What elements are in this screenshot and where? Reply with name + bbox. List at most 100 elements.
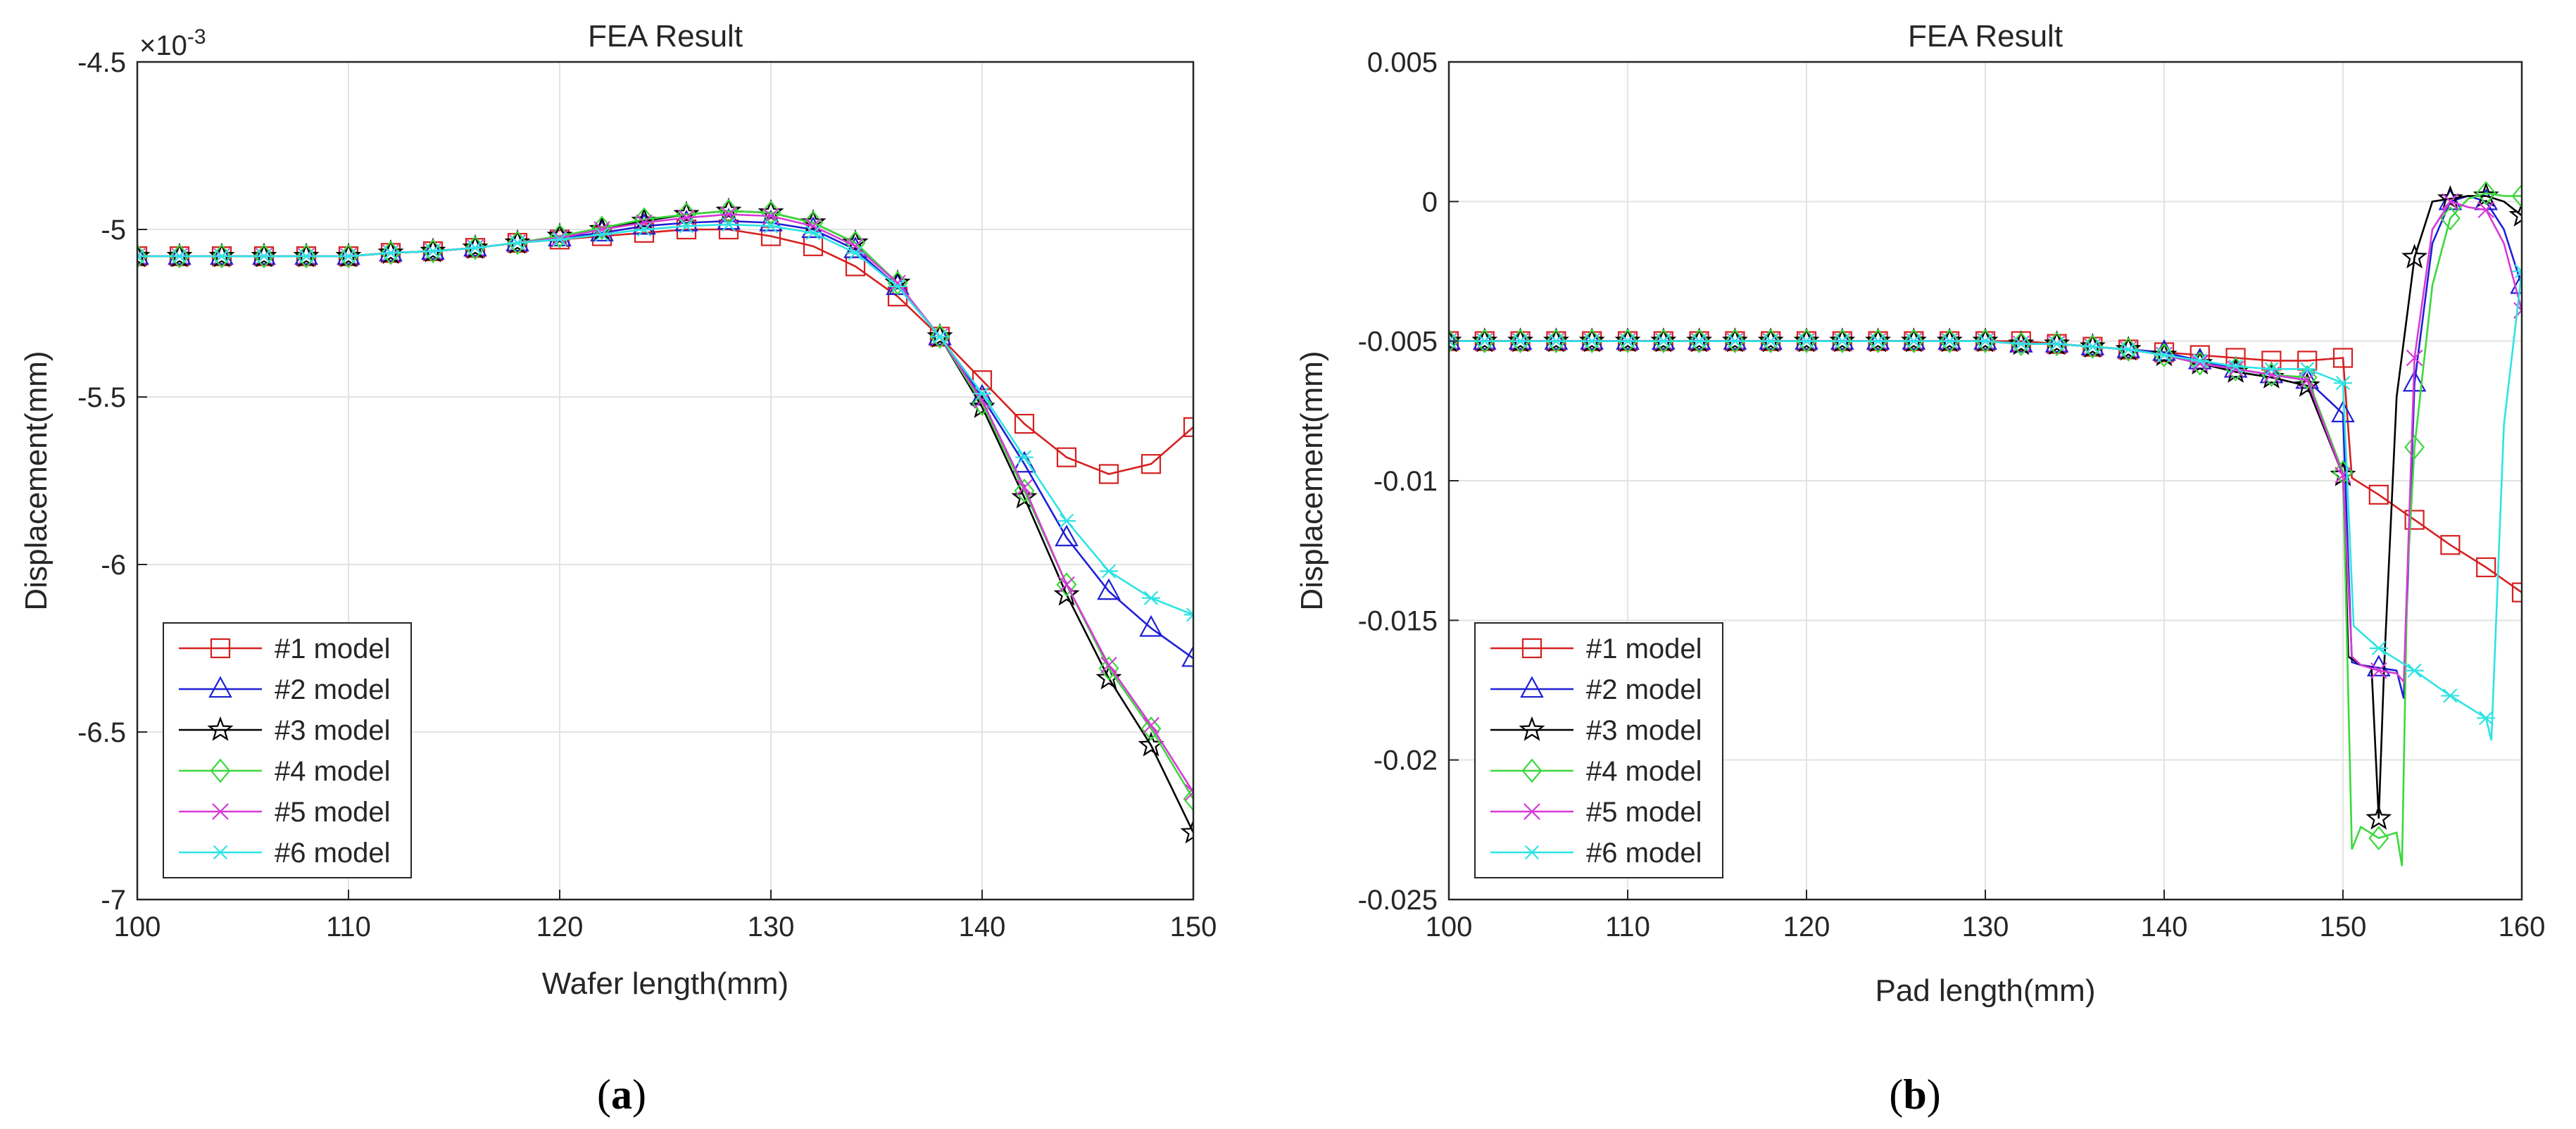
x-tick-label: 120 (536, 912, 584, 942)
series-3-point (2044, 330, 2071, 355)
series-2-point (379, 239, 403, 262)
x-tick-label: 140 (959, 912, 1006, 942)
legend-marker-1 (210, 638, 231, 659)
series-3-point (293, 242, 320, 267)
series-5-point (1185, 783, 1193, 801)
series-6-point (137, 248, 146, 264)
legend-label-4: #4 model (1586, 756, 1702, 787)
series-6-point (2119, 342, 2138, 357)
legend-marker-3 (207, 716, 234, 741)
legend-label-2: #2 model (1586, 674, 1702, 705)
series-4-point (2082, 334, 2103, 359)
series-3-point (926, 322, 953, 348)
series-2-point (1759, 328, 1783, 350)
series-6-point (973, 386, 991, 401)
series-group-b (1449, 181, 2522, 866)
series-6-point (1690, 334, 1709, 348)
series-3-point (377, 239, 404, 265)
x-axis-label-a: Wafer length(mm) (542, 966, 788, 1001)
series-2-point (1449, 328, 1461, 350)
series-1-point (1141, 454, 1162, 474)
series-5-point (636, 214, 653, 232)
series-4-point (1868, 329, 1889, 353)
series-4-point (1014, 478, 1035, 503)
series-4-point (1832, 329, 1853, 353)
series-4-point (1141, 716, 1162, 741)
series-6-point (1184, 607, 1193, 622)
series-5-point (2442, 193, 2459, 210)
x-tick-label: 110 (1605, 912, 1650, 942)
series-3-point (546, 222, 573, 248)
series-4-point (1056, 572, 1077, 597)
series-6-point (1833, 334, 1852, 348)
series-4-point (2261, 362, 2282, 387)
series-3-point (2115, 336, 2142, 361)
series-6-point (1511, 334, 1530, 348)
series-2-point (2009, 331, 2033, 353)
series-4-point (1098, 656, 1119, 681)
exponent-power-a: -3 (187, 25, 206, 49)
series-2-point (1973, 328, 1997, 350)
series-1-point (1056, 447, 1077, 467)
series-6-point (466, 241, 484, 256)
series-4-point (2511, 184, 2522, 208)
series-1-point (2511, 582, 2522, 603)
series-6-point (1797, 334, 1816, 348)
series-line-6 (1449, 271, 2522, 741)
legend-label-1: #1 model (275, 633, 391, 664)
series-3-point (715, 197, 742, 222)
series-3-point (1757, 327, 1784, 353)
series-2-point (1580, 328, 1604, 350)
series-6-point (2011, 336, 2030, 351)
exponent-label-a: ×10-3 (139, 25, 206, 61)
series-5-point (1058, 576, 1075, 593)
series-3-point (2508, 201, 2522, 227)
legend-label-6: #6 model (1586, 838, 1702, 869)
series-4-point (507, 230, 528, 256)
legend-marker-6 (1523, 845, 1541, 860)
series-6-point (2441, 688, 2460, 703)
series-6-point (1726, 334, 1745, 348)
series-2-point (1902, 328, 1926, 350)
legend-label-2: #2 model (275, 674, 391, 705)
series-3-point (1686, 327, 1713, 353)
y-tick-label: 0 (1422, 187, 1438, 217)
series-6-point (2226, 359, 2245, 374)
series-4-point (1903, 329, 1924, 353)
series-6-point (424, 244, 442, 259)
series-3-point (1180, 819, 1193, 844)
series-4-point (169, 244, 190, 269)
series-3-point (673, 201, 700, 226)
series-1-point (2332, 348, 2354, 368)
series-5-point (2477, 201, 2495, 219)
series-6-point (2047, 336, 2066, 351)
series-6-point (2334, 376, 2352, 391)
series-2-point (2510, 272, 2522, 294)
series-2-point (2080, 334, 2105, 355)
chart-panel-a: 100 110 120 130 140 150 -7 -6.5 -6 -5.5 -5 -4.5 FEA… (19, 19, 1217, 1118)
series-6-point (2369, 641, 2388, 656)
series-2-point (2044, 331, 2069, 353)
legend-marker-4 (1521, 758, 1543, 783)
series-5-point (2370, 662, 2387, 679)
legend-marker-4 (210, 758, 231, 783)
series-4-point (380, 241, 401, 265)
series-6-point (2513, 264, 2522, 279)
series-4-point (2439, 206, 2461, 231)
caption-a: (a) (597, 1071, 646, 1118)
y-tick-label: -7 (101, 885, 126, 916)
legend-label-6: #6 model (275, 838, 391, 869)
legend-label-5: #5 model (1586, 797, 1702, 828)
legend-label-4: #4 model (275, 756, 391, 787)
legend-marker-6 (211, 845, 230, 860)
legend-marker-5 (212, 803, 229, 820)
series-6-point (1654, 334, 1673, 348)
caption-letter-b: b (1903, 1071, 1926, 1118)
series-3-point (800, 209, 827, 234)
legend-box (163, 622, 412, 878)
series-5-point (2227, 360, 2244, 378)
series-3-point (166, 242, 193, 267)
y-tick-label: -0.025 (1358, 885, 1438, 916)
series-5-point (2406, 349, 2423, 367)
series-4-point (1939, 329, 1960, 353)
